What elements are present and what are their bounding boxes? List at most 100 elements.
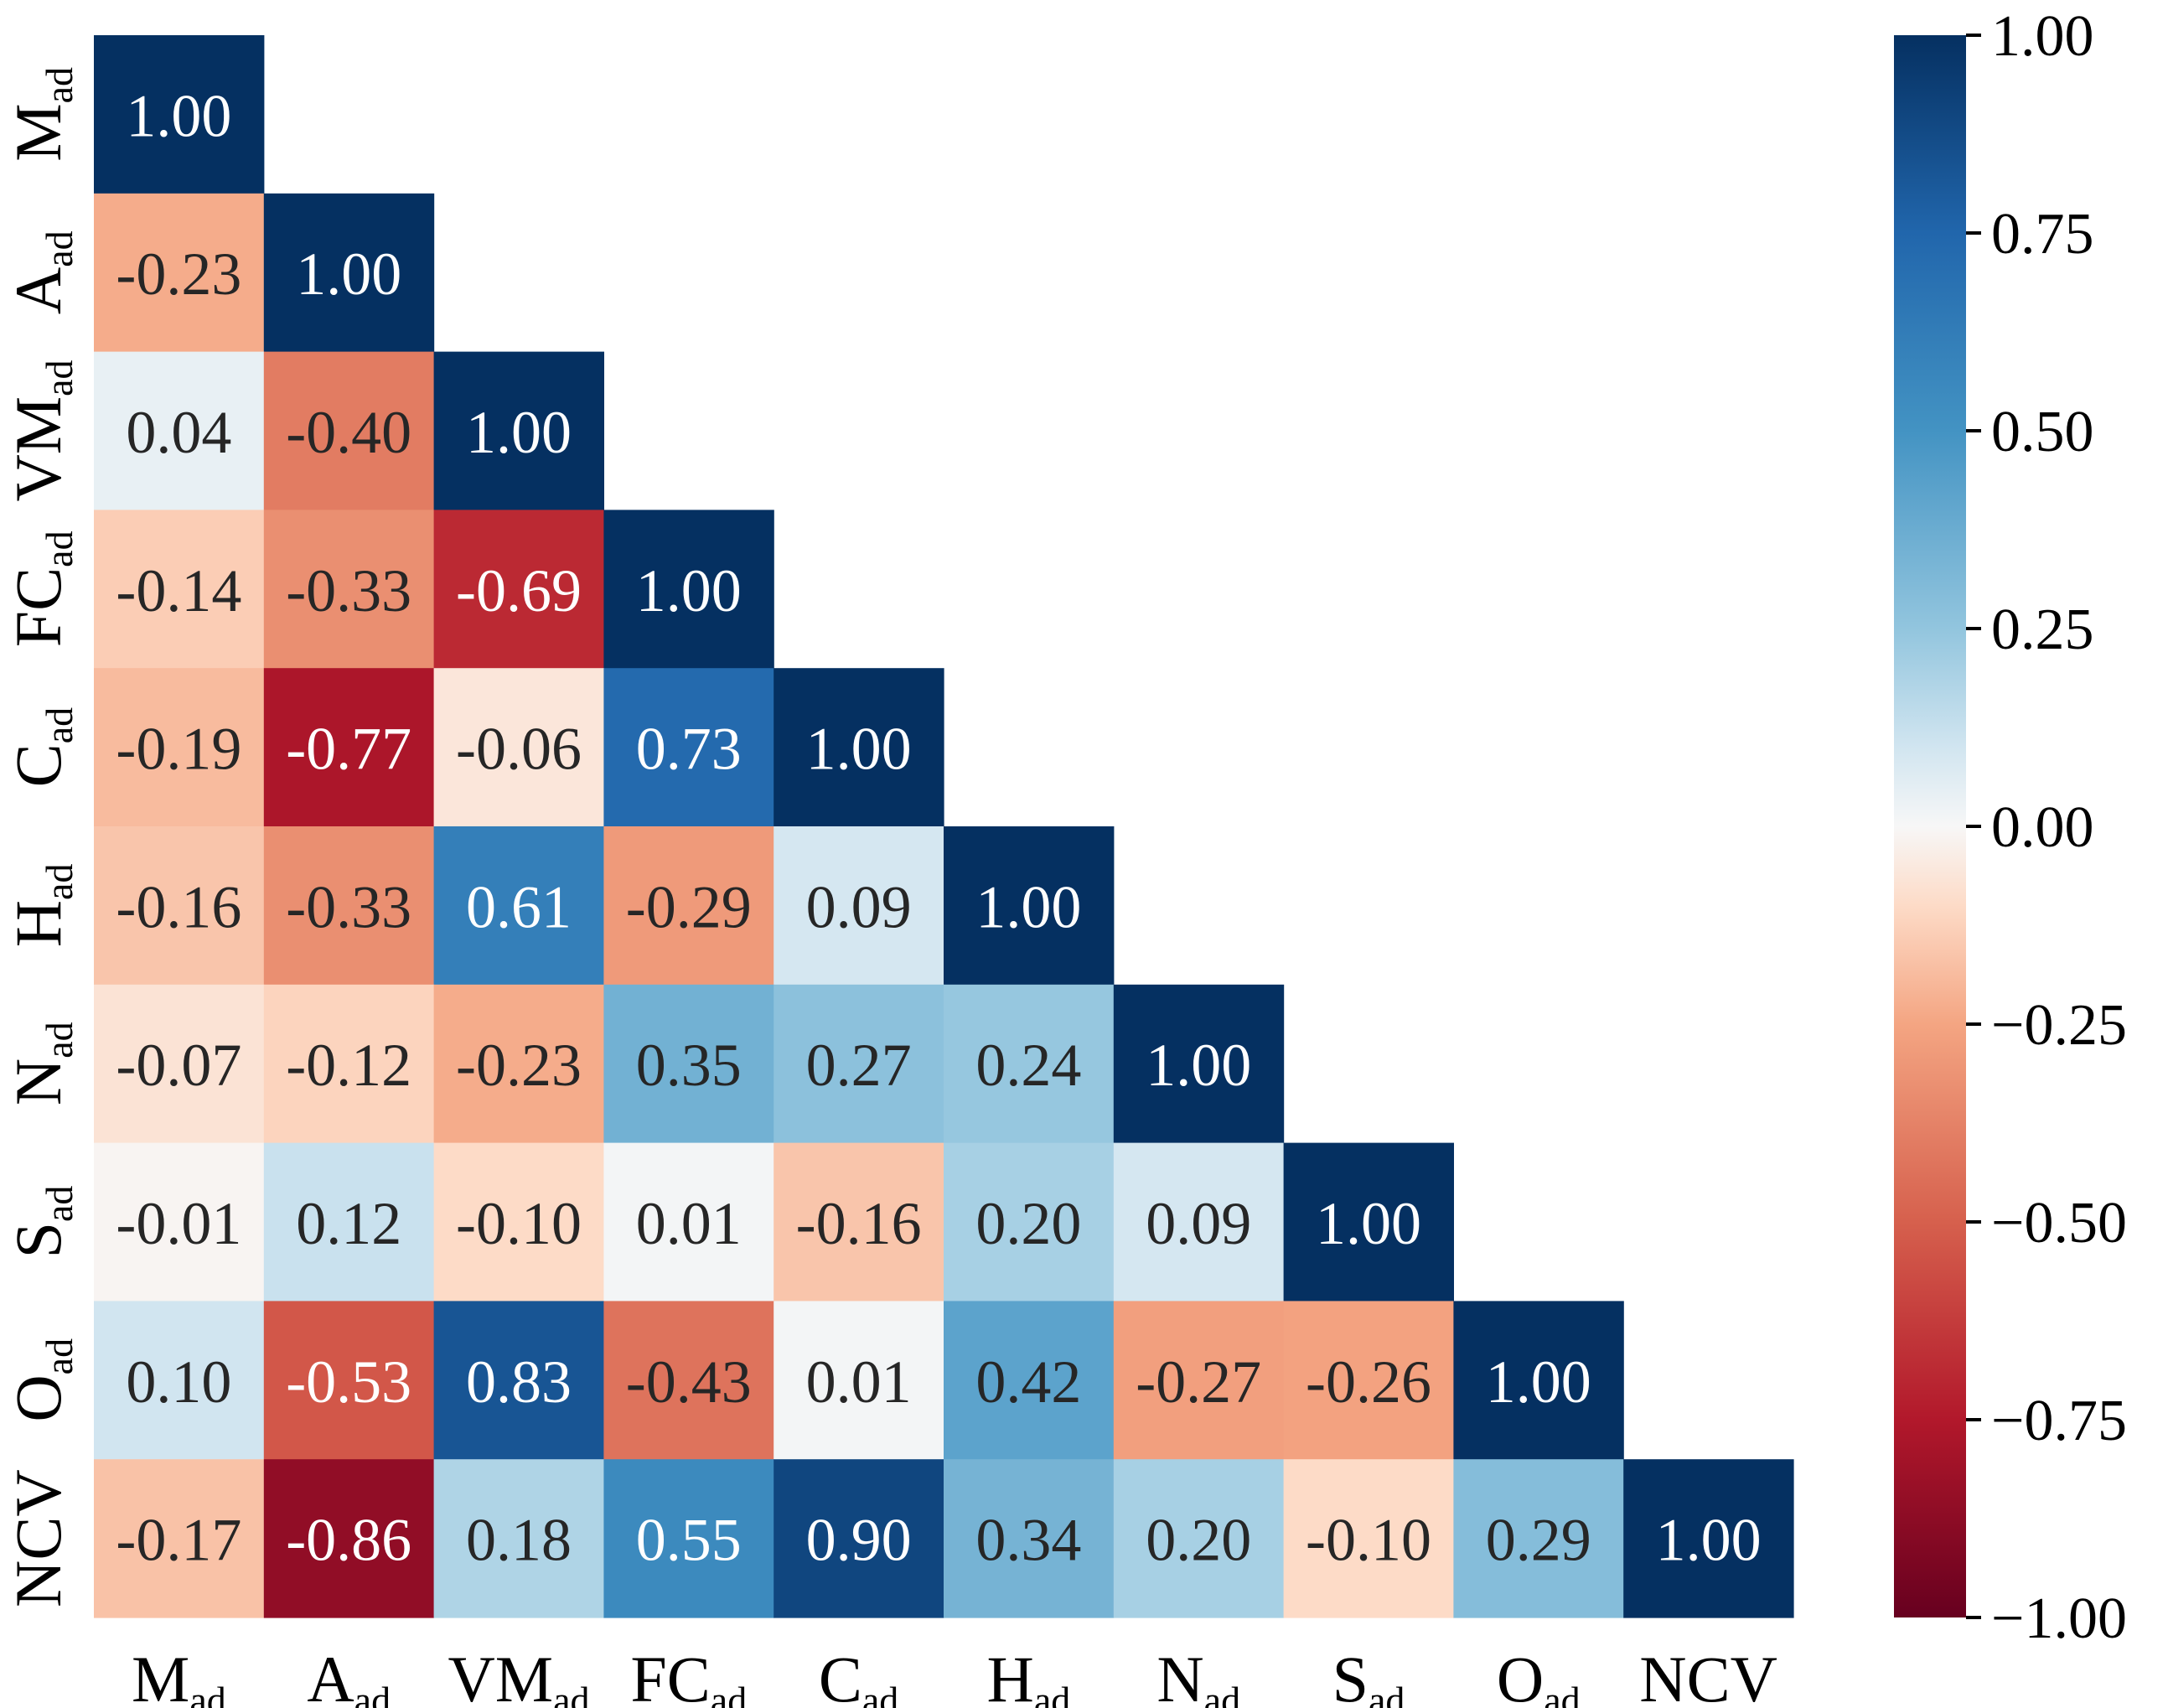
- colorbar-tick-label-7: −0.75: [1991, 1389, 2127, 1453]
- cell-value-label-7-6: 0.09: [1146, 1190, 1251, 1257]
- cell-value-label-6-4: 0.27: [806, 1032, 912, 1099]
- y-tick-label-3: FCad: [2, 531, 80, 647]
- x-tick-labels: Mad Aad VMad FCad Cad Had Nad Sad Oad NCV: [132, 1643, 1777, 1708]
- cell-value-label-6-3: 0.35: [636, 1032, 742, 1099]
- heatmap-cell-8-1: [263, 1301, 435, 1460]
- cell-value-label-9-3: 0.55: [636, 1507, 742, 1574]
- cell-value-label-5-2: 0.61: [466, 873, 572, 940]
- heatmap-cell-8-6: [1113, 1301, 1285, 1460]
- heatmap-cell-4-1: [263, 668, 435, 827]
- x-tick-label-6: Nad: [1156, 1643, 1240, 1708]
- cell-value-label-7-5: 0.20: [975, 1190, 1081, 1257]
- heatmap-cell-4-0: [94, 668, 265, 827]
- heatmap-cell-2-0: [94, 351, 265, 510]
- cell-value-label-7-1: 0.12: [296, 1190, 401, 1257]
- cell-value-label-8-8: 1.00: [1486, 1348, 1591, 1416]
- colorbar-tick-label-8: −1.00: [1991, 1586, 2127, 1651]
- heatmap-cell-3-2: [433, 510, 604, 669]
- colorbar-tick-label-0: 1.00: [1991, 4, 2094, 69]
- cell-value-label-1-0: -0.23: [116, 241, 241, 308]
- cell-value-label-5-4: 0.09: [806, 873, 912, 940]
- heatmap-cell-7-3: [603, 1142, 774, 1302]
- cell-value-label-7-0: -0.01: [116, 1190, 241, 1257]
- heatmap-cell-9-8: [1453, 1459, 1624, 1618]
- heatmap-cell-1-0: [94, 193, 265, 353]
- heatmap-cell-8-2: [433, 1301, 604, 1460]
- cell-value-label-9-4: 0.90: [806, 1507, 912, 1574]
- cell-value-label-2-2: 1.00: [466, 399, 572, 466]
- heatmap-cell-7-4: [774, 1142, 944, 1302]
- cell-value-label-5-0: -0.16: [116, 873, 241, 940]
- heatmap-cell-8-8: [1453, 1301, 1624, 1460]
- heatmap-cell-6-0: [94, 984, 265, 1144]
- heatmap-cell-9-7: [1283, 1459, 1454, 1618]
- heatmap-cell-7-0: [94, 1142, 265, 1302]
- x-tick-label-7: Sad: [1332, 1643, 1405, 1708]
- heatmap-cell-9-9: [1623, 1459, 1794, 1618]
- colorbar-ticks: 1.00 0.75 0.50 0.25 0.00 −0.25 −0.50 −0.75 −1.00: [1966, 4, 2127, 1651]
- heatmap-cell-3-3: [603, 510, 774, 669]
- heatmap-cell-2-1: [263, 351, 435, 510]
- cell-value-label-2-0: 0.04: [126, 399, 231, 466]
- heatmap-cell-5-3: [603, 826, 774, 986]
- heatmap-cell-8-0: [94, 1301, 265, 1460]
- heatmap-cells: 1.00 -0.23 1.00 0.04 -0.40 1.00 -0.14 -0.33 -0.6…: [94, 35, 1794, 1618]
- cell-value-label-6-0: -0.07: [116, 1032, 241, 1099]
- heatmap-cell-9-0: [94, 1459, 265, 1618]
- heatmap-cell-4-3: [603, 668, 774, 827]
- cell-value-label-4-2: -0.06: [456, 716, 582, 783]
- cell-value-label-9-6: 0.20: [1146, 1507, 1251, 1574]
- y-tick-label-7: Sad: [2, 1186, 80, 1259]
- cell-value-label-8-1: -0.53: [286, 1348, 411, 1416]
- cell-value-label-6-1: -0.12: [286, 1032, 411, 1099]
- heatmap-cell-4-2: [433, 668, 604, 827]
- heatmap-cell-2-2: [433, 351, 604, 510]
- x-tick-label-9: NCV: [1639, 1643, 1777, 1708]
- cell-value-label-3-1: -0.33: [286, 557, 411, 624]
- heatmap-cell-9-6: [1113, 1459, 1285, 1618]
- y-tick-label-6: Nad: [2, 1022, 80, 1105]
- cell-value-label-8-5: 0.42: [975, 1348, 1081, 1416]
- cell-value-label-4-3: 0.73: [636, 716, 742, 783]
- cell-value-label-9-0: -0.17: [116, 1507, 241, 1574]
- cell-value-label-4-1: -0.77: [286, 716, 411, 783]
- x-tick-label-3: FCad: [630, 1643, 747, 1708]
- heatmap-cell-7-1: [263, 1142, 435, 1302]
- heatmap-cell-5-0: [94, 826, 265, 986]
- y-tick-label-8: Oad: [2, 1338, 80, 1422]
- y-tick-label-5: Had: [2, 864, 80, 948]
- x-tick-label-0: Mad: [132, 1643, 226, 1708]
- heatmap-cell-9-1: [263, 1459, 435, 1618]
- cell-value-label-9-7: -0.10: [1306, 1507, 1431, 1574]
- cell-value-label-5-1: -0.33: [286, 873, 411, 940]
- cell-value-label-9-9: 1.00: [1656, 1507, 1762, 1574]
- heatmap-cell-6-6: [1113, 984, 1285, 1144]
- cell-value-label-6-2: -0.23: [456, 1032, 582, 1099]
- colorbar-tick-label-4: 0.00: [1991, 795, 2094, 860]
- colorbar-tick-label-2: 0.50: [1991, 400, 2094, 464]
- heatmap-cell-8-7: [1283, 1301, 1454, 1460]
- cell-value-label-0-0: 1.00: [126, 82, 231, 149]
- heatmap-cell-5-2: [433, 826, 604, 986]
- colorbar-tick-label-1: 0.75: [1991, 202, 2094, 267]
- x-tick-label-1: Aad: [307, 1643, 391, 1708]
- x-tick-label-8: Oad: [1497, 1643, 1581, 1708]
- heatmap-cell-5-5: [944, 826, 1115, 986]
- heatmap-cell-5-4: [774, 826, 944, 986]
- heatmap-cell-6-5: [944, 984, 1115, 1144]
- cell-value-label-8-4: 0.01: [806, 1348, 912, 1416]
- heatmap-cell-4-4: [774, 668, 944, 827]
- heatmap-cell-9-5: [944, 1459, 1115, 1618]
- cell-value-label-4-4: 1.00: [806, 716, 912, 783]
- heatmap-cell-3-1: [263, 510, 435, 669]
- heatmap-cell-6-3: [603, 984, 774, 1144]
- cell-value-label-3-2: -0.69: [456, 557, 582, 624]
- heatmap-cell-9-3: [603, 1459, 774, 1618]
- cell-value-label-4-0: -0.19: [116, 716, 241, 783]
- x-tick-label-4: Cad: [819, 1643, 898, 1708]
- cell-value-label-8-0: 0.10: [126, 1348, 231, 1416]
- cell-value-label-3-3: 1.00: [636, 557, 742, 624]
- heatmap-cell-1-1: [263, 193, 435, 353]
- cell-value-label-8-6: -0.27: [1136, 1348, 1261, 1416]
- heatmap-cell-9-4: [774, 1459, 944, 1618]
